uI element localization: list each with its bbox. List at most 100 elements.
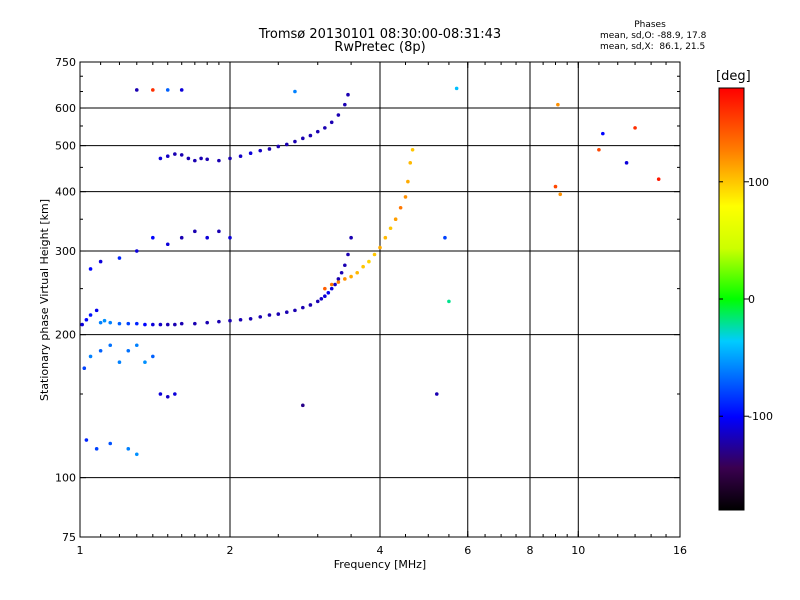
- x-tick-label: 8: [527, 544, 534, 557]
- x-tick-label: 2: [227, 544, 234, 557]
- data-point: [238, 154, 243, 159]
- data-point: [173, 322, 177, 327]
- data-point: [329, 286, 334, 291]
- stats-x-mode: mean, sd,X: 86.1, 21.5: [600, 42, 706, 52]
- data-point: [308, 303, 313, 307]
- colorbar-tick-label: 100: [748, 176, 769, 189]
- data-point: [267, 147, 272, 151]
- data-point: [158, 156, 163, 161]
- data-point: [372, 252, 377, 257]
- data-point: [558, 192, 563, 197]
- data-point: [134, 321, 139, 326]
- y-axis: 75 100 200 300 400 500 600 750: [55, 56, 680, 544]
- colorbar-tick-label: 0: [748, 293, 755, 306]
- data-point: [126, 321, 131, 326]
- data-point: [84, 317, 89, 322]
- data-point: [315, 129, 320, 134]
- data-point: [383, 235, 388, 240]
- data-point: [98, 348, 103, 353]
- data-point: [117, 321, 122, 326]
- data-point: [343, 102, 347, 107]
- data-point: [179, 321, 184, 326]
- y-tick-label: 300: [55, 245, 76, 258]
- data-point: [108, 441, 113, 446]
- data-point: [102, 318, 107, 323]
- data-point: [336, 277, 341, 281]
- y-tick-label: 600: [55, 102, 76, 115]
- data-point: [301, 305, 305, 310]
- data-point: [173, 392, 177, 396]
- data-point: [158, 392, 163, 396]
- data-point: [151, 235, 155, 240]
- data-point: [82, 366, 87, 370]
- data-point: [624, 161, 629, 165]
- data-point: [151, 322, 155, 327]
- y-tick-label: 200: [55, 329, 76, 342]
- data-point: [126, 447, 131, 451]
- data-point: [179, 153, 184, 157]
- data-point: [403, 195, 408, 199]
- data-point: [447, 299, 451, 304]
- data-point: [398, 205, 403, 210]
- data-point: [355, 270, 359, 275]
- data-point: [301, 403, 305, 408]
- data-point: [315, 299, 320, 304]
- data-point: [339, 270, 344, 275]
- data-point: [656, 177, 661, 181]
- x-axis-label: Frequency [MHz]: [334, 558, 426, 571]
- data-point: [193, 321, 197, 326]
- data-point: [406, 179, 410, 184]
- data-point: [134, 88, 139, 92]
- data-point: [193, 229, 197, 234]
- data-point: [410, 148, 415, 152]
- data-point: [323, 126, 327, 130]
- x-tick-label: 4: [377, 544, 384, 557]
- data-point: [88, 267, 93, 271]
- data-point: [98, 320, 103, 325]
- data-point: [228, 235, 232, 240]
- data-point: [151, 354, 155, 359]
- data-point: [165, 88, 170, 92]
- data-point: [443, 235, 447, 240]
- data-point: [238, 317, 243, 322]
- data-point: [165, 242, 170, 247]
- data-point: [267, 313, 272, 317]
- data-point: [117, 256, 122, 260]
- x-tick-label: 1: [77, 544, 84, 557]
- colorbar-tick-label: -100: [748, 410, 773, 423]
- data-point: [158, 322, 163, 327]
- y-axis-label: Stationary phase Virtual Height [km]: [38, 199, 51, 401]
- data-point: [179, 88, 184, 92]
- data-point: [126, 348, 131, 353]
- data-point: [326, 291, 331, 295]
- data-point: [80, 322, 84, 327]
- y-tick-label: 500: [55, 140, 76, 153]
- y-tick-label: 100: [55, 472, 76, 485]
- data-point: [293, 89, 297, 94]
- x-tick-label: 16: [673, 544, 687, 557]
- data-point: [361, 264, 365, 269]
- data-point: [333, 282, 337, 287]
- data-point: [179, 235, 184, 240]
- data-points: [80, 86, 661, 457]
- data-point: [556, 102, 560, 107]
- data-point: [597, 148, 601, 152]
- data-point: [108, 320, 113, 325]
- data-point: [553, 184, 558, 189]
- stats-title: Phases: [634, 20, 666, 30]
- data-point: [601, 131, 605, 136]
- data-point: [108, 343, 113, 348]
- data-point: [276, 312, 281, 316]
- colorbar-ticks: 100 0 -100: [719, 176, 773, 423]
- data-point: [117, 360, 122, 365]
- data-point: [276, 144, 281, 149]
- data-point: [134, 343, 139, 348]
- data-point: [308, 133, 313, 138]
- data-point: [388, 226, 393, 231]
- data-point: [173, 152, 177, 156]
- data-point: [258, 148, 263, 153]
- data-point: [408, 161, 413, 165]
- data-point: [94, 308, 99, 313]
